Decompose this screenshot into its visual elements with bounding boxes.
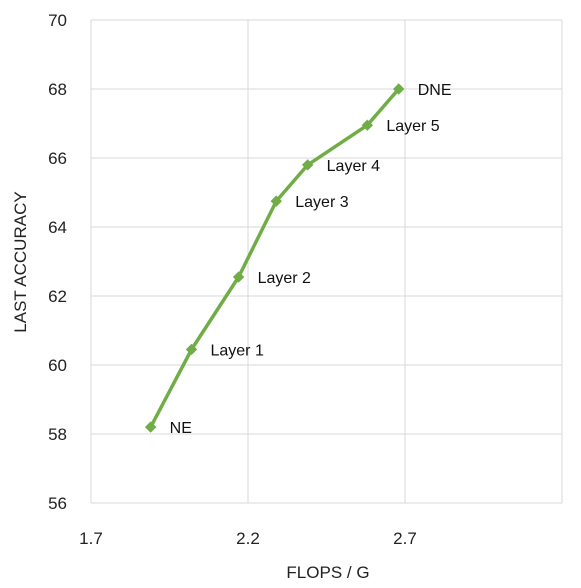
data-point-label: Layer 1 — [210, 342, 263, 359]
axis-ticks: 56 58 60 62 64 66 68 70 1.7 2.2 2.7 — [48, 11, 417, 548]
y-tick-label: 60 — [48, 356, 67, 375]
data-point-marker — [232, 271, 245, 283]
y-tick-label: 66 — [48, 149, 67, 168]
y-tick-label: 62 — [48, 287, 67, 306]
y-axis-title: LAST ACCURACY — [11, 191, 30, 332]
data-point-marker — [185, 343, 198, 356]
y-tick-label: 70 — [48, 11, 67, 30]
x-axis-title: FLOPS / G — [286, 563, 369, 582]
data-point-marker — [301, 159, 314, 171]
y-tick-label: 64 — [48, 218, 67, 237]
series: NE Layer 1 Layer 2 Layer 3 Layer 4 Layer 5 DNE — [144, 82, 452, 437]
data-point-label: Layer 5 — [386, 118, 439, 135]
y-tick-label: 56 — [48, 494, 67, 513]
data-point-label: Layer 3 — [295, 194, 348, 211]
x-tick-label: 1.7 — [79, 529, 103, 548]
grid — [90, 19, 563, 504]
data-point-marker — [144, 421, 157, 433]
data-point-label: NE — [170, 420, 192, 437]
series-line — [148, 87, 401, 429]
data-point-label: Layer 4 — [327, 158, 380, 175]
x-tick-label: 2.2 — [236, 529, 260, 548]
data-point-marker — [270, 195, 282, 207]
y-tick-label: 68 — [48, 80, 67, 99]
y-tick-label: 58 — [48, 425, 67, 444]
data-point-label: DNE — [418, 82, 452, 99]
data-point-label: Layer 2 — [258, 270, 311, 287]
data-point-marker — [361, 119, 374, 131]
data-point-marker — [393, 83, 405, 95]
x-tick-label: 2.7 — [393, 529, 417, 548]
